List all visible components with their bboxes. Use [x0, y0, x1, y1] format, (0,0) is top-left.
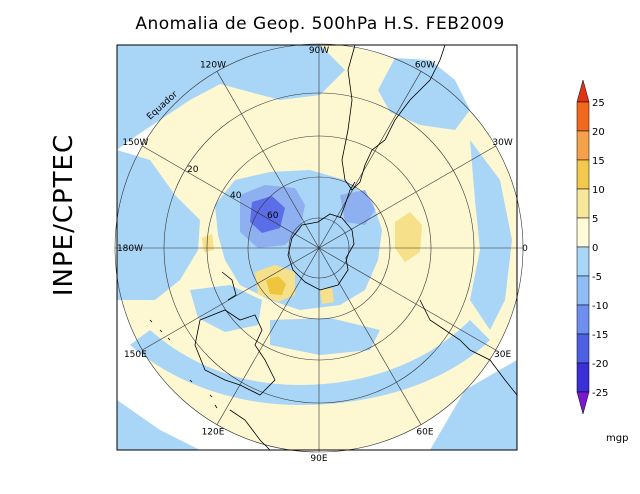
lon-label-90w: 90W [309, 46, 329, 56]
lon-label-30e: 30E [494, 350, 511, 360]
neg-east-band [470, 140, 512, 330]
colorbar-box-4 [576, 217, 590, 248]
map-title: Anomalia de Geop. 500hPa H.S. FEB2009 [135, 14, 505, 34]
lon-label-120e: 120E [202, 428, 225, 438]
colorbar-unit: mgp [606, 433, 628, 444]
colorbar-level-6: -5 [592, 272, 602, 283]
neg-ring-south [130, 320, 490, 405]
neg-mid-east [340, 190, 375, 225]
colorbar-boxes [576, 79, 590, 415]
lon-label-30w: 30W [492, 138, 512, 148]
pos-ssouth-small [320, 288, 334, 304]
islands-southwest [149, 319, 218, 409]
neg-strong-core [250, 196, 285, 233]
lon-label-60e: 60E [416, 428, 433, 438]
neg-bottom-band [270, 318, 380, 355]
antarctica-coast [287, 213, 355, 291]
antarctic-peninsula [339, 181, 356, 219]
colorbar-labels: 25 20 15 10 5 0 -5 -10 -15 -20 -25 [592, 98, 608, 399]
pos-west-small [202, 234, 214, 252]
colorbar-top-arrow [576, 79, 590, 103]
lon-label-90e: 90E [310, 454, 327, 464]
colorbar-level-4: 5 [592, 214, 598, 225]
colorbar-box-9 [576, 362, 590, 393]
longitude-labels: 90W 60W 30W 0 30E 60E 90E 120E 150E 180W 150W 120W [117, 46, 528, 464]
meridian-60e [318, 247, 422, 425]
lon-label-120w: 120W [200, 60, 226, 70]
meridian-150e [142, 247, 320, 351]
colorbar-level-9: -20 [592, 359, 608, 370]
meridian-lines [115, 44, 523, 452]
colorbar-box-3 [576, 188, 590, 219]
pos-south-strong [266, 276, 286, 295]
neg-sw-blob [190, 285, 262, 332]
south-america-coast [341, 44, 446, 191]
neg-band-w [117, 150, 200, 300]
lon-label-180w: 180W [117, 244, 143, 254]
colorbar-box-2 [576, 159, 590, 190]
meridian-150w [142, 145, 320, 249]
colorbar-level-7: -10 [592, 301, 608, 312]
colorbar-bottom-arrow [576, 391, 590, 415]
neg-band-nw [117, 45, 345, 150]
colorbar-level-10: -25 [592, 388, 608, 399]
coastlines [149, 44, 518, 451]
africa-coast [419, 299, 518, 396]
colorbar-box-5 [576, 246, 590, 277]
colorbar-box-1 [576, 130, 590, 161]
colorbar-level-5: 0 [592, 243, 598, 254]
meridian-30e [318, 247, 496, 351]
meridian-60w [318, 71, 422, 249]
lon-label-60w: 60W [415, 60, 435, 70]
lat-label-60: 60 [267, 211, 279, 221]
colorbar-level-2: 15 [592, 156, 605, 167]
asia-coast [229, 409, 271, 451]
colorbar-level-3: 10 [592, 185, 605, 196]
lat-label-20: 20 [187, 165, 199, 175]
colorbar-box-0 [576, 101, 590, 132]
neg-se-corner [430, 360, 517, 450]
lat-label-40: 40 [230, 191, 242, 201]
meridian-120w [216, 71, 320, 249]
colorbar-level-8: -15 [592, 330, 608, 341]
australia-coast [194, 309, 276, 396]
map-frame [116, 44, 518, 451]
meridian-30w [318, 145, 496, 249]
colorbar-level-0: 25 [592, 98, 605, 109]
map-fields [117, 45, 517, 450]
neg-sw-corner [117, 400, 200, 450]
lon-label-150e: 150E [124, 350, 147, 360]
new-zealand-coast [221, 271, 237, 301]
colorbar-box-6 [576, 275, 590, 306]
colorbar-box-7 [576, 304, 590, 335]
lon-label-150w: 150W [122, 138, 148, 148]
pos-east-core [395, 212, 422, 262]
colorbar-box-8 [576, 333, 590, 364]
lon-label-0: 0 [522, 244, 528, 254]
colorbar-level-1: 20 [592, 127, 605, 138]
meridian-120e [216, 247, 320, 425]
